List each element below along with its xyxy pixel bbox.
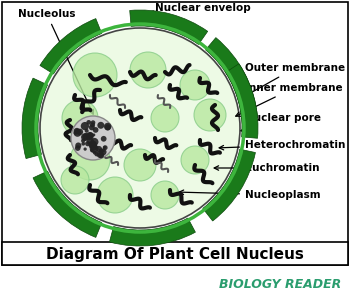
Circle shape <box>90 143 97 150</box>
Circle shape <box>99 148 103 153</box>
Circle shape <box>105 125 111 131</box>
Circle shape <box>180 70 210 100</box>
Circle shape <box>102 149 105 153</box>
Circle shape <box>104 123 111 130</box>
Circle shape <box>89 135 92 138</box>
Text: Nucleolus: Nucleolus <box>18 9 93 114</box>
Circle shape <box>62 100 98 136</box>
Circle shape <box>85 141 90 146</box>
Circle shape <box>124 149 156 181</box>
Circle shape <box>74 128 80 135</box>
Circle shape <box>130 52 166 88</box>
Text: Nucleoplasm: Nucleoplasm <box>179 190 321 200</box>
Text: Outer membrane: Outer membrane <box>241 63 345 98</box>
Circle shape <box>81 139 85 143</box>
Text: Inner membrane: Inner membrane <box>236 83 343 116</box>
Circle shape <box>75 145 80 151</box>
Circle shape <box>91 138 98 146</box>
Circle shape <box>86 132 94 140</box>
Circle shape <box>97 122 104 129</box>
Circle shape <box>194 99 226 131</box>
Circle shape <box>97 177 133 213</box>
Circle shape <box>90 144 99 153</box>
Circle shape <box>70 140 110 180</box>
Circle shape <box>92 133 95 137</box>
Circle shape <box>61 166 89 194</box>
Circle shape <box>74 131 77 135</box>
Circle shape <box>96 146 102 152</box>
Circle shape <box>99 148 106 155</box>
Wedge shape <box>22 78 48 158</box>
Wedge shape <box>205 37 258 119</box>
Circle shape <box>74 129 82 137</box>
Circle shape <box>87 132 93 139</box>
Circle shape <box>98 152 104 158</box>
Circle shape <box>82 142 85 146</box>
Circle shape <box>93 151 97 155</box>
Circle shape <box>86 120 91 125</box>
Circle shape <box>87 138 94 145</box>
Circle shape <box>73 53 117 97</box>
Circle shape <box>86 135 91 140</box>
Wedge shape <box>225 64 258 138</box>
Circle shape <box>89 140 97 148</box>
Circle shape <box>75 142 82 149</box>
Circle shape <box>81 122 89 130</box>
Circle shape <box>93 127 98 133</box>
Circle shape <box>90 148 94 152</box>
Wedge shape <box>110 218 195 246</box>
Circle shape <box>97 151 104 158</box>
Circle shape <box>40 28 240 228</box>
Text: Heterochromatin: Heterochromatin <box>219 140 345 150</box>
Bar <box>2 242 348 265</box>
Circle shape <box>82 133 90 140</box>
Text: Nuclear envelop: Nuclear envelop <box>149 3 251 15</box>
Circle shape <box>101 136 106 142</box>
Circle shape <box>84 148 87 151</box>
Circle shape <box>105 124 111 130</box>
Circle shape <box>151 104 179 132</box>
Wedge shape <box>40 19 102 74</box>
Circle shape <box>89 143 94 149</box>
Circle shape <box>181 146 209 174</box>
Circle shape <box>91 120 95 125</box>
Circle shape <box>71 116 115 160</box>
Circle shape <box>94 152 99 156</box>
Circle shape <box>85 129 89 133</box>
Circle shape <box>77 129 83 135</box>
Wedge shape <box>130 10 208 45</box>
Circle shape <box>90 122 95 127</box>
Circle shape <box>103 146 106 149</box>
FancyBboxPatch shape <box>2 2 348 265</box>
Wedge shape <box>203 149 256 221</box>
Circle shape <box>91 142 97 148</box>
Circle shape <box>89 124 95 130</box>
Circle shape <box>151 181 179 209</box>
Text: BIOLOGY READER: BIOLOGY READER <box>219 278 341 291</box>
Text: Diagram Of Plant Cell Nucleus: Diagram Of Plant Cell Nucleus <box>46 248 304 263</box>
Circle shape <box>103 145 107 150</box>
Text: Nuclear pore: Nuclear pore <box>241 113 321 132</box>
Circle shape <box>81 133 89 141</box>
Text: Euchromatin: Euchromatin <box>214 163 320 173</box>
Wedge shape <box>33 171 102 237</box>
